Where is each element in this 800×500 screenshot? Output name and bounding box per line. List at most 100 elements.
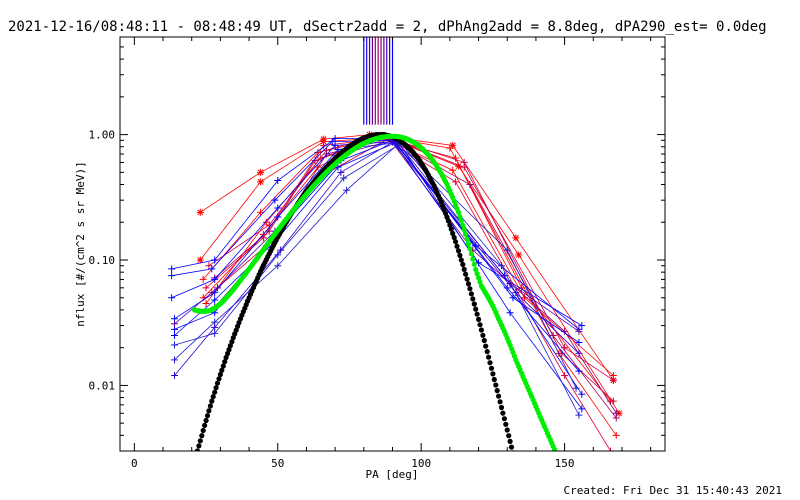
series-point [257, 178, 265, 186]
series-point [506, 309, 514, 317]
model-curve-dot [203, 417, 209, 424]
model-curve-dot [451, 234, 457, 241]
series-point [498, 262, 505, 270]
series-point [578, 322, 586, 330]
model-curve-dot [474, 271, 480, 277]
model-curve-dot [477, 322, 483, 328]
series-point [609, 397, 617, 405]
model-curve-dot [464, 236, 470, 242]
axes: 0 50 100 150 0.01 0.10 1.00 [89, 36, 665, 470]
model-curve-dot [494, 388, 500, 394]
series-point [575, 338, 583, 346]
model-curve-dot [214, 380, 221, 386]
model-curve-dot [491, 376, 497, 383]
model-curve-dot [210, 394, 216, 400]
series-point [199, 275, 207, 283]
model-curve-dot [476, 316, 482, 322]
series-point [343, 186, 351, 194]
model-curve-dot [216, 376, 222, 382]
series-point [578, 390, 586, 398]
series-point [257, 168, 265, 176]
model-curve-dot [217, 371, 223, 378]
model-curve-dot [503, 421, 509, 427]
series-point [449, 141, 457, 149]
series-point [575, 411, 583, 419]
model-curve-dot [227, 343, 233, 349]
model-curve-dot [498, 404, 505, 411]
series-point [311, 157, 319, 165]
series-line [174, 141, 580, 376]
series-point [340, 174, 348, 182]
model-curve-dot [460, 261, 466, 268]
series-point [271, 196, 279, 204]
series-point [561, 371, 569, 379]
series-line [205, 138, 611, 451]
model-curve-dot [464, 276, 470, 282]
y-tick-label: 0.01 [89, 379, 116, 392]
series-point [171, 320, 178, 328]
series-point [331, 135, 339, 143]
model-curve-dot [461, 226, 467, 233]
y-tick-label: 1.00 [89, 129, 116, 142]
model-curve-dot [445, 218, 451, 224]
series-point [515, 251, 523, 259]
model-curve-dot [468, 291, 474, 297]
model-curve-dot [220, 363, 226, 369]
series-point [274, 251, 282, 259]
model-curve-dot [488, 365, 495, 371]
series-point [168, 272, 176, 280]
series-point [612, 409, 620, 417]
series-point [211, 275, 219, 283]
series-point [168, 265, 176, 273]
series-point [196, 208, 204, 216]
model-curve-dot [455, 209, 462, 215]
model-curve-dot [458, 218, 464, 224]
model-curve-dot [471, 301, 477, 307]
series-point [612, 431, 620, 439]
series-point [274, 213, 282, 221]
series-point [328, 138, 336, 146]
model-curve-dot [461, 266, 467, 272]
series-point [512, 234, 520, 242]
series-point [503, 284, 511, 292]
series-point [168, 294, 176, 302]
created-timestamp: Created: Fri Dec 31 15:40:43 2021 [563, 484, 782, 497]
model-curve-dot [465, 281, 472, 287]
y-tick-label: 0.10 [89, 254, 116, 267]
model-curve-dot [204, 413, 211, 419]
series-point [274, 177, 282, 185]
model-curve-dot [207, 403, 213, 409]
x-tick-label: 50 [271, 457, 284, 470]
series-point [334, 163, 342, 171]
model-curve-dot [477, 279, 483, 285]
series-point [572, 384, 580, 392]
series-point [454, 162, 462, 170]
series-point [331, 141, 339, 149]
model-curve-dot [490, 371, 496, 377]
model-curve-dot [447, 222, 453, 228]
series-point [506, 279, 514, 287]
model-curve-dot [219, 367, 225, 373]
chart-title: 2021-12-16/08:48:11 - 08:48:49 UT, dSect… [8, 19, 767, 35]
model-curve-dot [507, 438, 513, 444]
x-axis-label: PA [deg] [366, 468, 419, 481]
series-line [174, 142, 580, 416]
series-point [452, 178, 460, 186]
model-curve-dot [552, 446, 558, 451]
series-point [575, 327, 583, 335]
model-curve-dot [474, 311, 480, 317]
model-curve-dot [209, 398, 215, 404]
series-point [257, 208, 265, 216]
model-curve-dot [455, 248, 462, 254]
model-curve-dot [468, 251, 474, 257]
model-curve-dot [486, 354, 492, 360]
model-curve-dot [467, 246, 473, 252]
series-point [449, 166, 457, 174]
model-curve-dot [465, 241, 472, 247]
model-curve-dot [229, 339, 235, 345]
model-curve-dot [497, 399, 503, 405]
series-point [334, 146, 342, 154]
model-curve-dot [483, 343, 489, 349]
series-point [211, 256, 219, 264]
